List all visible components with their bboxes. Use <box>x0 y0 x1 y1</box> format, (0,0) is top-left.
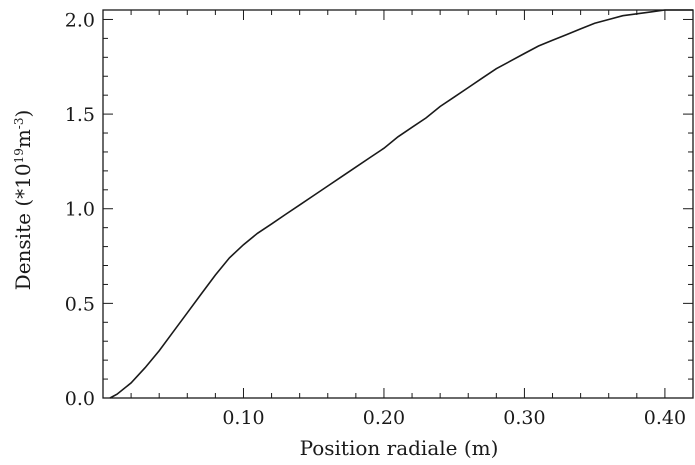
y-tick-label: 1.0 <box>65 199 95 221</box>
x-tick-label: 0.40 <box>644 407 686 429</box>
y-axis-title: Densite (*1019m-3) <box>11 110 35 291</box>
y-tick-label: 0.0 <box>65 388 95 410</box>
tick-marks <box>102 10 694 399</box>
plot-frame <box>102 9 694 399</box>
y-axis-title-exponent-2: -3 <box>12 117 26 129</box>
x-tick-labels: 0.10 0.20 0.30 0.40 <box>222 407 686 429</box>
y-axis-title-close: ) <box>11 110 35 118</box>
x-axis-title: Position radiale (m) <box>300 436 499 460</box>
x-tick-label: 0.20 <box>363 407 405 429</box>
y-axis-title-unit: m <box>11 129 35 148</box>
x-tick-label: 0.10 <box>222 407 264 429</box>
y-axis-title-exponent-1: 19 <box>12 148 26 163</box>
y-tick-label: 1.5 <box>65 104 95 126</box>
y-tick-labels: 0.0 0.5 1.0 1.5 2.0 <box>65 9 95 410</box>
x-tick-label: 0.30 <box>503 407 545 429</box>
y-tick-label: 0.5 <box>65 293 95 315</box>
y-axis-title-main: Densite (*10 <box>11 163 35 290</box>
series-line-densite <box>109 9 693 399</box>
y-tick-label: 2.0 <box>65 9 95 31</box>
